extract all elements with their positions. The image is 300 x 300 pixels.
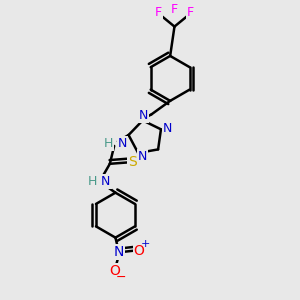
- Text: N: N: [101, 175, 111, 188]
- Text: N: N: [163, 122, 172, 135]
- Text: H: H: [88, 175, 97, 188]
- Text: N: N: [114, 245, 124, 259]
- Text: F: F: [155, 6, 162, 19]
- Text: +: +: [141, 239, 150, 249]
- Text: N: N: [138, 150, 147, 163]
- Text: O: O: [134, 244, 145, 258]
- Text: −: −: [116, 271, 126, 284]
- Text: F: F: [171, 3, 178, 16]
- Text: N: N: [118, 137, 127, 150]
- Text: N: N: [139, 109, 148, 122]
- Text: O: O: [109, 264, 120, 278]
- Text: F: F: [187, 6, 194, 19]
- Text: H: H: [103, 137, 113, 150]
- Text: S: S: [128, 155, 137, 170]
